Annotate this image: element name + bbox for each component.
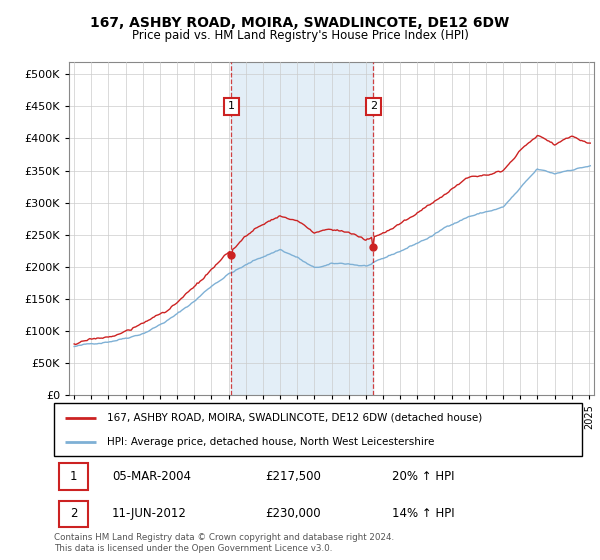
Text: £230,000: £230,000 [265,507,321,520]
Text: 11-JUN-2012: 11-JUN-2012 [112,507,187,520]
Text: 2: 2 [70,507,77,520]
Text: 05-MAR-2004: 05-MAR-2004 [112,470,191,483]
FancyBboxPatch shape [59,464,88,490]
Text: 167, ASHBY ROAD, MOIRA, SWADLINCOTE, DE12 6DW (detached house): 167, ASHBY ROAD, MOIRA, SWADLINCOTE, DE1… [107,413,482,423]
FancyBboxPatch shape [54,403,582,456]
FancyBboxPatch shape [59,501,88,527]
Text: 20% ↑ HPI: 20% ↑ HPI [392,470,454,483]
Text: HPI: Average price, detached house, North West Leicestershire: HPI: Average price, detached house, Nort… [107,437,434,447]
Text: £217,500: £217,500 [265,470,321,483]
Text: 167, ASHBY ROAD, MOIRA, SWADLINCOTE, DE12 6DW: 167, ASHBY ROAD, MOIRA, SWADLINCOTE, DE1… [91,16,509,30]
Text: 2: 2 [370,101,377,111]
Text: Contains HM Land Registry data © Crown copyright and database right 2024.
This d: Contains HM Land Registry data © Crown c… [54,533,394,553]
Bar [232,62,373,395]
Text: 1: 1 [228,101,235,111]
Text: 1: 1 [70,470,77,483]
Text: Price paid vs. HM Land Registry's House Price Index (HPI): Price paid vs. HM Land Registry's House … [131,29,469,42]
Text: 14% ↑ HPI: 14% ↑ HPI [392,507,455,520]
